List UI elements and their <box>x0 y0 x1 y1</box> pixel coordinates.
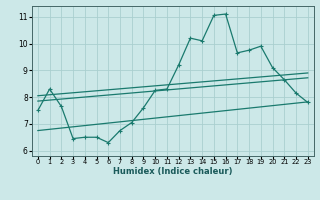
X-axis label: Humidex (Indice chaleur): Humidex (Indice chaleur) <box>113 167 233 176</box>
